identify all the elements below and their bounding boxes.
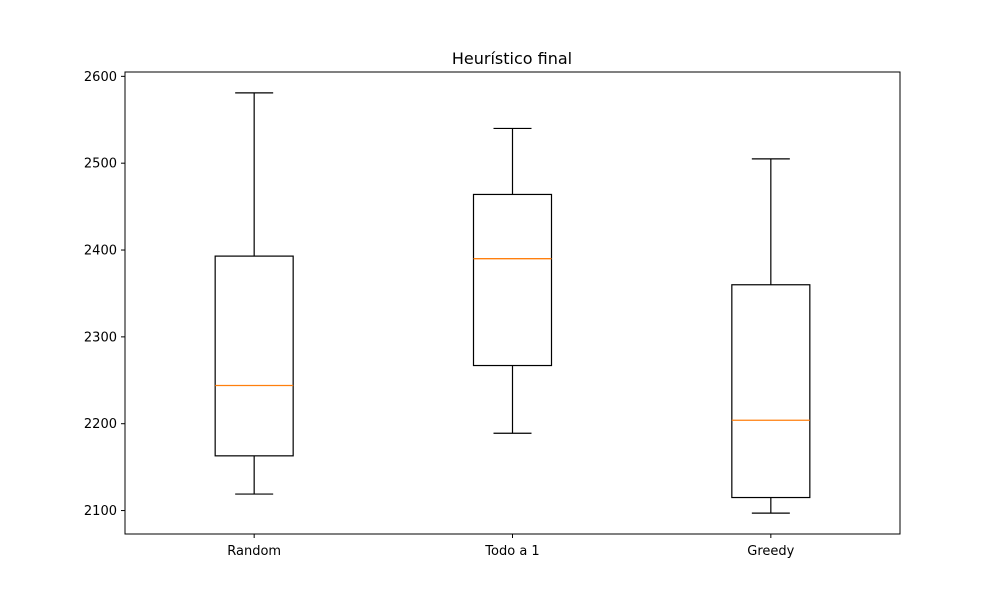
box-group-1: [214, 92, 294, 495]
y-tick-label: 2400: [84, 244, 117, 259]
box-iqr: [214, 255, 294, 457]
x-axis: Random Todo a 1 Greedy: [227, 534, 795, 559]
box-group-2: [472, 127, 553, 434]
y-tick-label: 2500: [84, 157, 117, 172]
y-tick-label: 2200: [84, 417, 117, 432]
chart-title: Heurístico final: [452, 49, 572, 68]
plot-frame: [124, 71, 901, 535]
box-iqr: [731, 284, 811, 499]
y-tick-label: 2600: [84, 70, 117, 85]
x-tick-label: Greedy: [747, 544, 794, 559]
x-tick-label: Random: [227, 544, 281, 559]
y-axis: 2100 2200 2300 2400 2500 2600: [84, 70, 125, 519]
y-tick-label: 2300: [84, 330, 117, 345]
box-iqr: [472, 193, 553, 367]
box-group-3: [731, 158, 811, 514]
x-tick-label: Todo a 1: [484, 544, 539, 559]
y-tick-label: 2100: [84, 504, 117, 519]
plot-marks: [214, 92, 811, 514]
